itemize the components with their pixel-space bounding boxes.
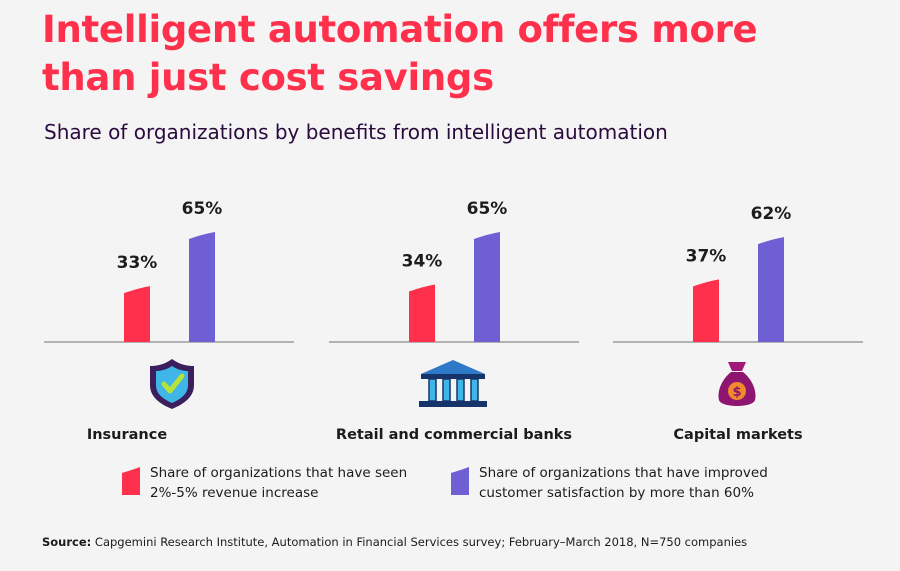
bar-satisfaction [474,232,500,342]
legend-label-revenue-line1: Share of organizations that have seen [150,465,408,481]
data-label: 33% [117,253,158,273]
legend-label-satisfaction-line1: Share of organizations that have improve… [479,465,768,481]
bar-revenue [409,284,435,342]
money-bag-icon: $ [718,362,756,406]
page-title: Intelligent automation offers more than … [42,8,758,99]
data-label: 65% [182,199,223,219]
source-label: Source: [42,535,92,549]
category-label: Capital markets [673,427,802,443]
data-label: 34% [402,251,443,271]
legend-swatch-red [122,467,140,495]
category-label: Insurance [87,427,168,443]
legend-item-satisfaction: Share of organizations that have improve… [451,463,779,503]
source-text: Capgemini Research Institute, Automation… [91,535,748,549]
legend-label-revenue-line2: 2%-5% revenue increase [150,485,319,501]
data-label: 37% [686,246,727,266]
svg-text:$: $ [732,385,741,400]
bar-revenue [693,279,719,342]
data-label: 65% [467,199,508,219]
bar-chart: 33% 65% Insurance 34% 65% Retail and commerci… [44,199,863,443]
legend-label-satisfaction-line2: customer satisfaction by more than 60% [479,485,754,501]
shield-check-icon [150,359,194,409]
source-note: Source: Capgemini Research Institute, Au… [42,535,747,549]
bar-satisfaction [758,237,784,342]
bar-revenue [124,286,150,342]
bar-satisfaction [189,232,215,342]
chart-subtitle: Share of organizations by benefits from … [44,120,668,144]
legend-swatch-purple [451,467,469,495]
bank-icon [419,360,487,407]
data-label: 62% [751,204,792,224]
category-label: Retail and commercial banks [336,427,572,443]
legend-item-revenue: Share of organizations that have seen 2%… [122,463,450,503]
